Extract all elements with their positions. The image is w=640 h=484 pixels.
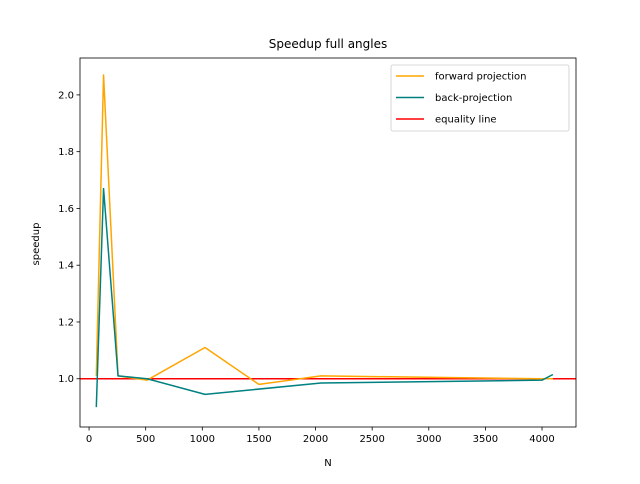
y-tick-label: 1.2 (58, 317, 74, 328)
series-line-1 (95, 187, 554, 408)
legend: forward projection back-projection equalit… (390, 64, 570, 132)
y-tick-label: 1.0 (58, 374, 74, 385)
x-tick-label: 2500 (359, 434, 384, 445)
legend-label-0: forward projection (435, 72, 526, 83)
chart-title: Speedup full angles (269, 37, 388, 51)
y-tick-label: 1.4 (58, 261, 74, 272)
y-tick-label: 2.0 (58, 90, 74, 101)
x-tick-label: 0 (86, 434, 92, 445)
x-axis-label: N (324, 458, 331, 469)
y-axis: 1.0 1.2 1.4 1.6 1.8 2.0 (58, 90, 80, 385)
legend-label-2: equality line (435, 115, 497, 126)
x-tick-label: 500 (136, 434, 155, 445)
x-tick-label: 2000 (303, 434, 328, 445)
y-tick-label: 1.8 (58, 147, 74, 158)
x-tick-label: 3000 (416, 434, 441, 445)
plot-area (79, 57, 577, 428)
x-tick-label: 1000 (190, 434, 215, 445)
x-tick-label: 3500 (473, 434, 498, 445)
x-tick-label: 4000 (529, 434, 554, 445)
y-tick-label: 1.6 (58, 204, 74, 215)
x-axis: 0 500 1000 1500 2000 2500 3000 3500 4000 (86, 427, 555, 445)
series-line-0 (95, 74, 553, 386)
legend-box (390, 64, 570, 132)
x-tick-label: 1500 (246, 434, 271, 445)
legend-label-1: back-projection (435, 93, 512, 104)
y-axis-label: speedup (31, 223, 42, 266)
axes-frame (79, 57, 577, 428)
